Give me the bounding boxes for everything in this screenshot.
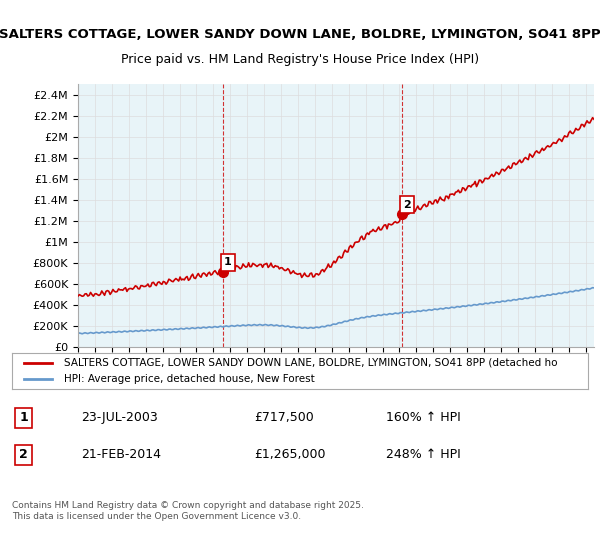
Text: SALTERS COTTAGE, LOWER SANDY DOWN LANE, BOLDRE, LYMINGTON, SO41 8PP: SALTERS COTTAGE, LOWER SANDY DOWN LANE, … <box>0 28 600 41</box>
Text: 1: 1 <box>224 257 232 267</box>
Text: £717,500: £717,500 <box>254 412 314 424</box>
Text: 1: 1 <box>19 412 28 424</box>
Text: 21-FEB-2014: 21-FEB-2014 <box>81 449 161 461</box>
Text: 23-JUL-2003: 23-JUL-2003 <box>81 412 158 424</box>
Text: 160% ↑ HPI: 160% ↑ HPI <box>386 412 461 424</box>
Text: 2: 2 <box>403 199 410 209</box>
Text: £1,265,000: £1,265,000 <box>254 449 325 461</box>
Text: SALTERS COTTAGE, LOWER SANDY DOWN LANE, BOLDRE, LYMINGTON, SO41 8PP (detached ho: SALTERS COTTAGE, LOWER SANDY DOWN LANE, … <box>64 358 557 368</box>
Text: Contains HM Land Registry data © Crown copyright and database right 2025.
This d: Contains HM Land Registry data © Crown c… <box>12 501 364 521</box>
Text: 248% ↑ HPI: 248% ↑ HPI <box>386 449 461 461</box>
Text: Price paid vs. HM Land Registry's House Price Index (HPI): Price paid vs. HM Land Registry's House … <box>121 53 479 66</box>
Text: HPI: Average price, detached house, New Forest: HPI: Average price, detached house, New … <box>64 374 314 384</box>
Text: 2: 2 <box>19 449 28 461</box>
